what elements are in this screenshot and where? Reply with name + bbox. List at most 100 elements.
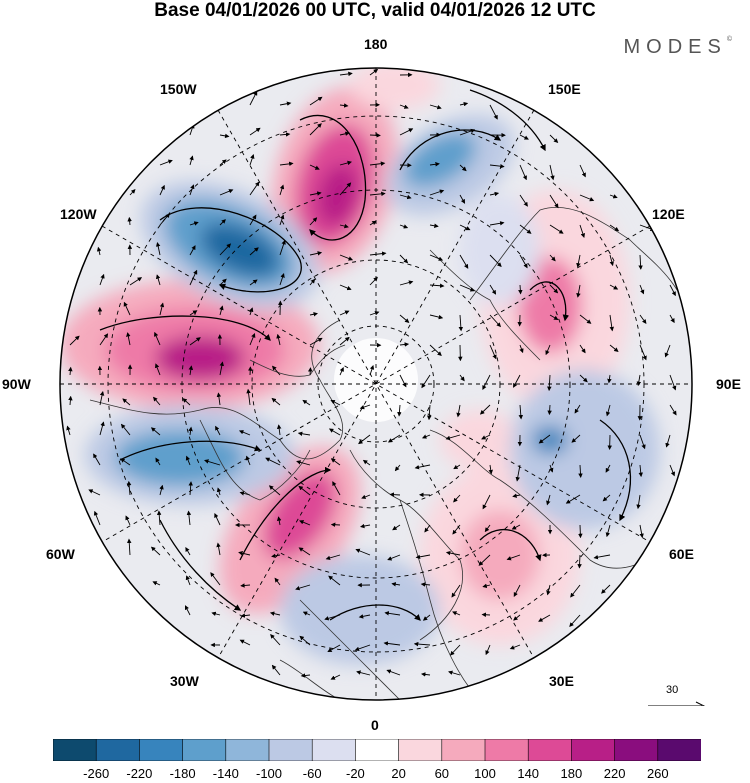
- wind-vector-arrow: [362, 459, 371, 466]
- wind-vector-arrow: [96, 246, 102, 256]
- wind-vector-arrow: [459, 164, 467, 172]
- wind-vector-arrow: [399, 194, 412, 200]
- wind-vector-arrow: [240, 583, 251, 588]
- wind-vector-arrow: [279, 132, 291, 137]
- wind-vector-arrow: [185, 455, 191, 466]
- wind-vector-arrow: [276, 424, 282, 436]
- wind-vector-arrow: [99, 391, 105, 406]
- wind-vector-arrow: [601, 584, 611, 594]
- wind-vector-arrow: [297, 431, 311, 436]
- wind-vector-arrow: [298, 485, 311, 496]
- wind-vector-arrow: [88, 489, 101, 496]
- wind-vector-arrow: [399, 128, 414, 136]
- wind-vector-arrow: [155, 274, 161, 286]
- wind-vector-arrow: [129, 277, 143, 286]
- brand-logo: MODES©: [623, 36, 732, 59]
- wind-vector-arrow: [270, 634, 281, 646]
- wind-vector-arrow: [154, 331, 161, 346]
- wind-vector-arrow: [384, 611, 401, 616]
- wind-vector-arrow: [387, 554, 401, 561]
- colorbar-tick-label: -140: [212, 766, 239, 781]
- map-title: Base 04/01/2026 00 UTC, valid 04/01/2026…: [154, 0, 596, 21]
- wind-vector-arrow: [126, 538, 132, 556]
- wind-vector-arrow: [452, 524, 461, 535]
- wind-vector-arrow: [593, 554, 611, 560]
- wind-vector-arrow: [156, 510, 162, 526]
- wind-vector-arrow: [361, 494, 371, 499]
- colorbar-swatch: [355, 739, 400, 761]
- wind-vector-arrow: [509, 644, 521, 650]
- wind-vector-arrow: [546, 584, 551, 596]
- wind-vector-arrow: [482, 583, 491, 589]
- wind-vector-arrow: [636, 494, 641, 510]
- wind-vector-arrow: [328, 575, 341, 586]
- wind-vector-arrow: [429, 254, 444, 261]
- wind-vector-arrow: [216, 392, 222, 406]
- wind-vector-arrow: [399, 314, 410, 323]
- wind-vector-arrow: [125, 515, 131, 526]
- wind-vector-arrow: [219, 243, 232, 256]
- wind-vector-arrow: [245, 455, 251, 466]
- wind-vector-arrow: [159, 213, 170, 226]
- wind-vector-arrow: [369, 220, 377, 226]
- wind-vector-arrow: [579, 314, 592, 324]
- wind-vector-arrow: [484, 524, 491, 533]
- wind-vector-arrow: [268, 485, 281, 496]
- wind-vector-arrow: [459, 101, 469, 107]
- wind-vector-arrow: [184, 605, 191, 616]
- wind-vector-arrow: [358, 434, 371, 445]
- colorbar-tick-label: 180: [560, 766, 583, 781]
- wind-vector-arrow: [453, 494, 461, 503]
- wind-vector-arrow: [639, 434, 646, 450]
- wind-vector-arrow: [249, 181, 260, 196]
- wind-vector-arrow: [356, 670, 371, 676]
- wind-vector-arrow: [479, 404, 491, 415]
- wind-vector-arrow: [485, 644, 491, 656]
- wind-vector-arrow: [513, 374, 521, 388]
- wind-vector-arrow: [159, 159, 173, 166]
- wind-vector-arrow: [219, 278, 227, 286]
- wind-vector-arrow: [369, 251, 387, 256]
- brand-name: MODES: [623, 36, 727, 58]
- wind-vector-arrow: [299, 635, 311, 646]
- wind-vector-arrow: [66, 425, 71, 436]
- wind-vector-arrow: [309, 251, 323, 256]
- wind-vector-arrow: [448, 670, 461, 676]
- wind-vector-arrow: [309, 217, 318, 226]
- wind-vector-arrow: [189, 310, 198, 316]
- wind-vector-arrow: [122, 398, 131, 406]
- colorbar-tick-label: 60: [434, 766, 450, 781]
- wind-vector-arrow: [549, 284, 559, 294]
- wind-vector-arrow: [421, 672, 431, 677]
- wind-vector-arrow: [547, 374, 552, 392]
- wind-vector-arrow: [309, 96, 323, 106]
- wind-vector-arrow: [309, 337, 323, 346]
- wind-vector-arrow: [159, 484, 164, 496]
- wind-vector-arrow: [549, 254, 556, 262]
- colorbar-swatch: [139, 739, 184, 761]
- wind-vector-arrow: [238, 551, 251, 556]
- wind-vector-arrow: [369, 311, 380, 316]
- wind-vector-arrow: [219, 159, 227, 166]
- wind-vector-arrow: [576, 284, 581, 298]
- lon-label-120e: 120E: [652, 206, 685, 222]
- wind-vector-arrow: [515, 464, 521, 482]
- colorbar-tick-label: 20: [391, 766, 406, 781]
- wind-vector-arrow: [519, 254, 528, 269]
- wind-vector-arrow: [421, 374, 431, 389]
- wind-vector-arrow: [570, 584, 581, 598]
- wind-vector-arrow: [449, 644, 461, 656]
- wind-vector-arrow: [150, 546, 161, 556]
- wind-vector-arrow: [279, 273, 285, 286]
- wind-vector-arrow: [511, 524, 521, 530]
- wind-vector-arrow: [579, 374, 588, 383]
- wind-vector-arrow: [429, 344, 442, 357]
- wind-vector-arrow: [249, 90, 258, 106]
- colorbar-swatch: [268, 739, 314, 761]
- wind-vector-arrow: [669, 374, 677, 391]
- wind-vector-arrow: [369, 133, 381, 138]
- wind-vector-arrow: [324, 614, 341, 621]
- wind-vector-arrow: [664, 344, 671, 358]
- wind-vector-arrow: [506, 554, 521, 561]
- wind-vector-arrow: [489, 104, 498, 120]
